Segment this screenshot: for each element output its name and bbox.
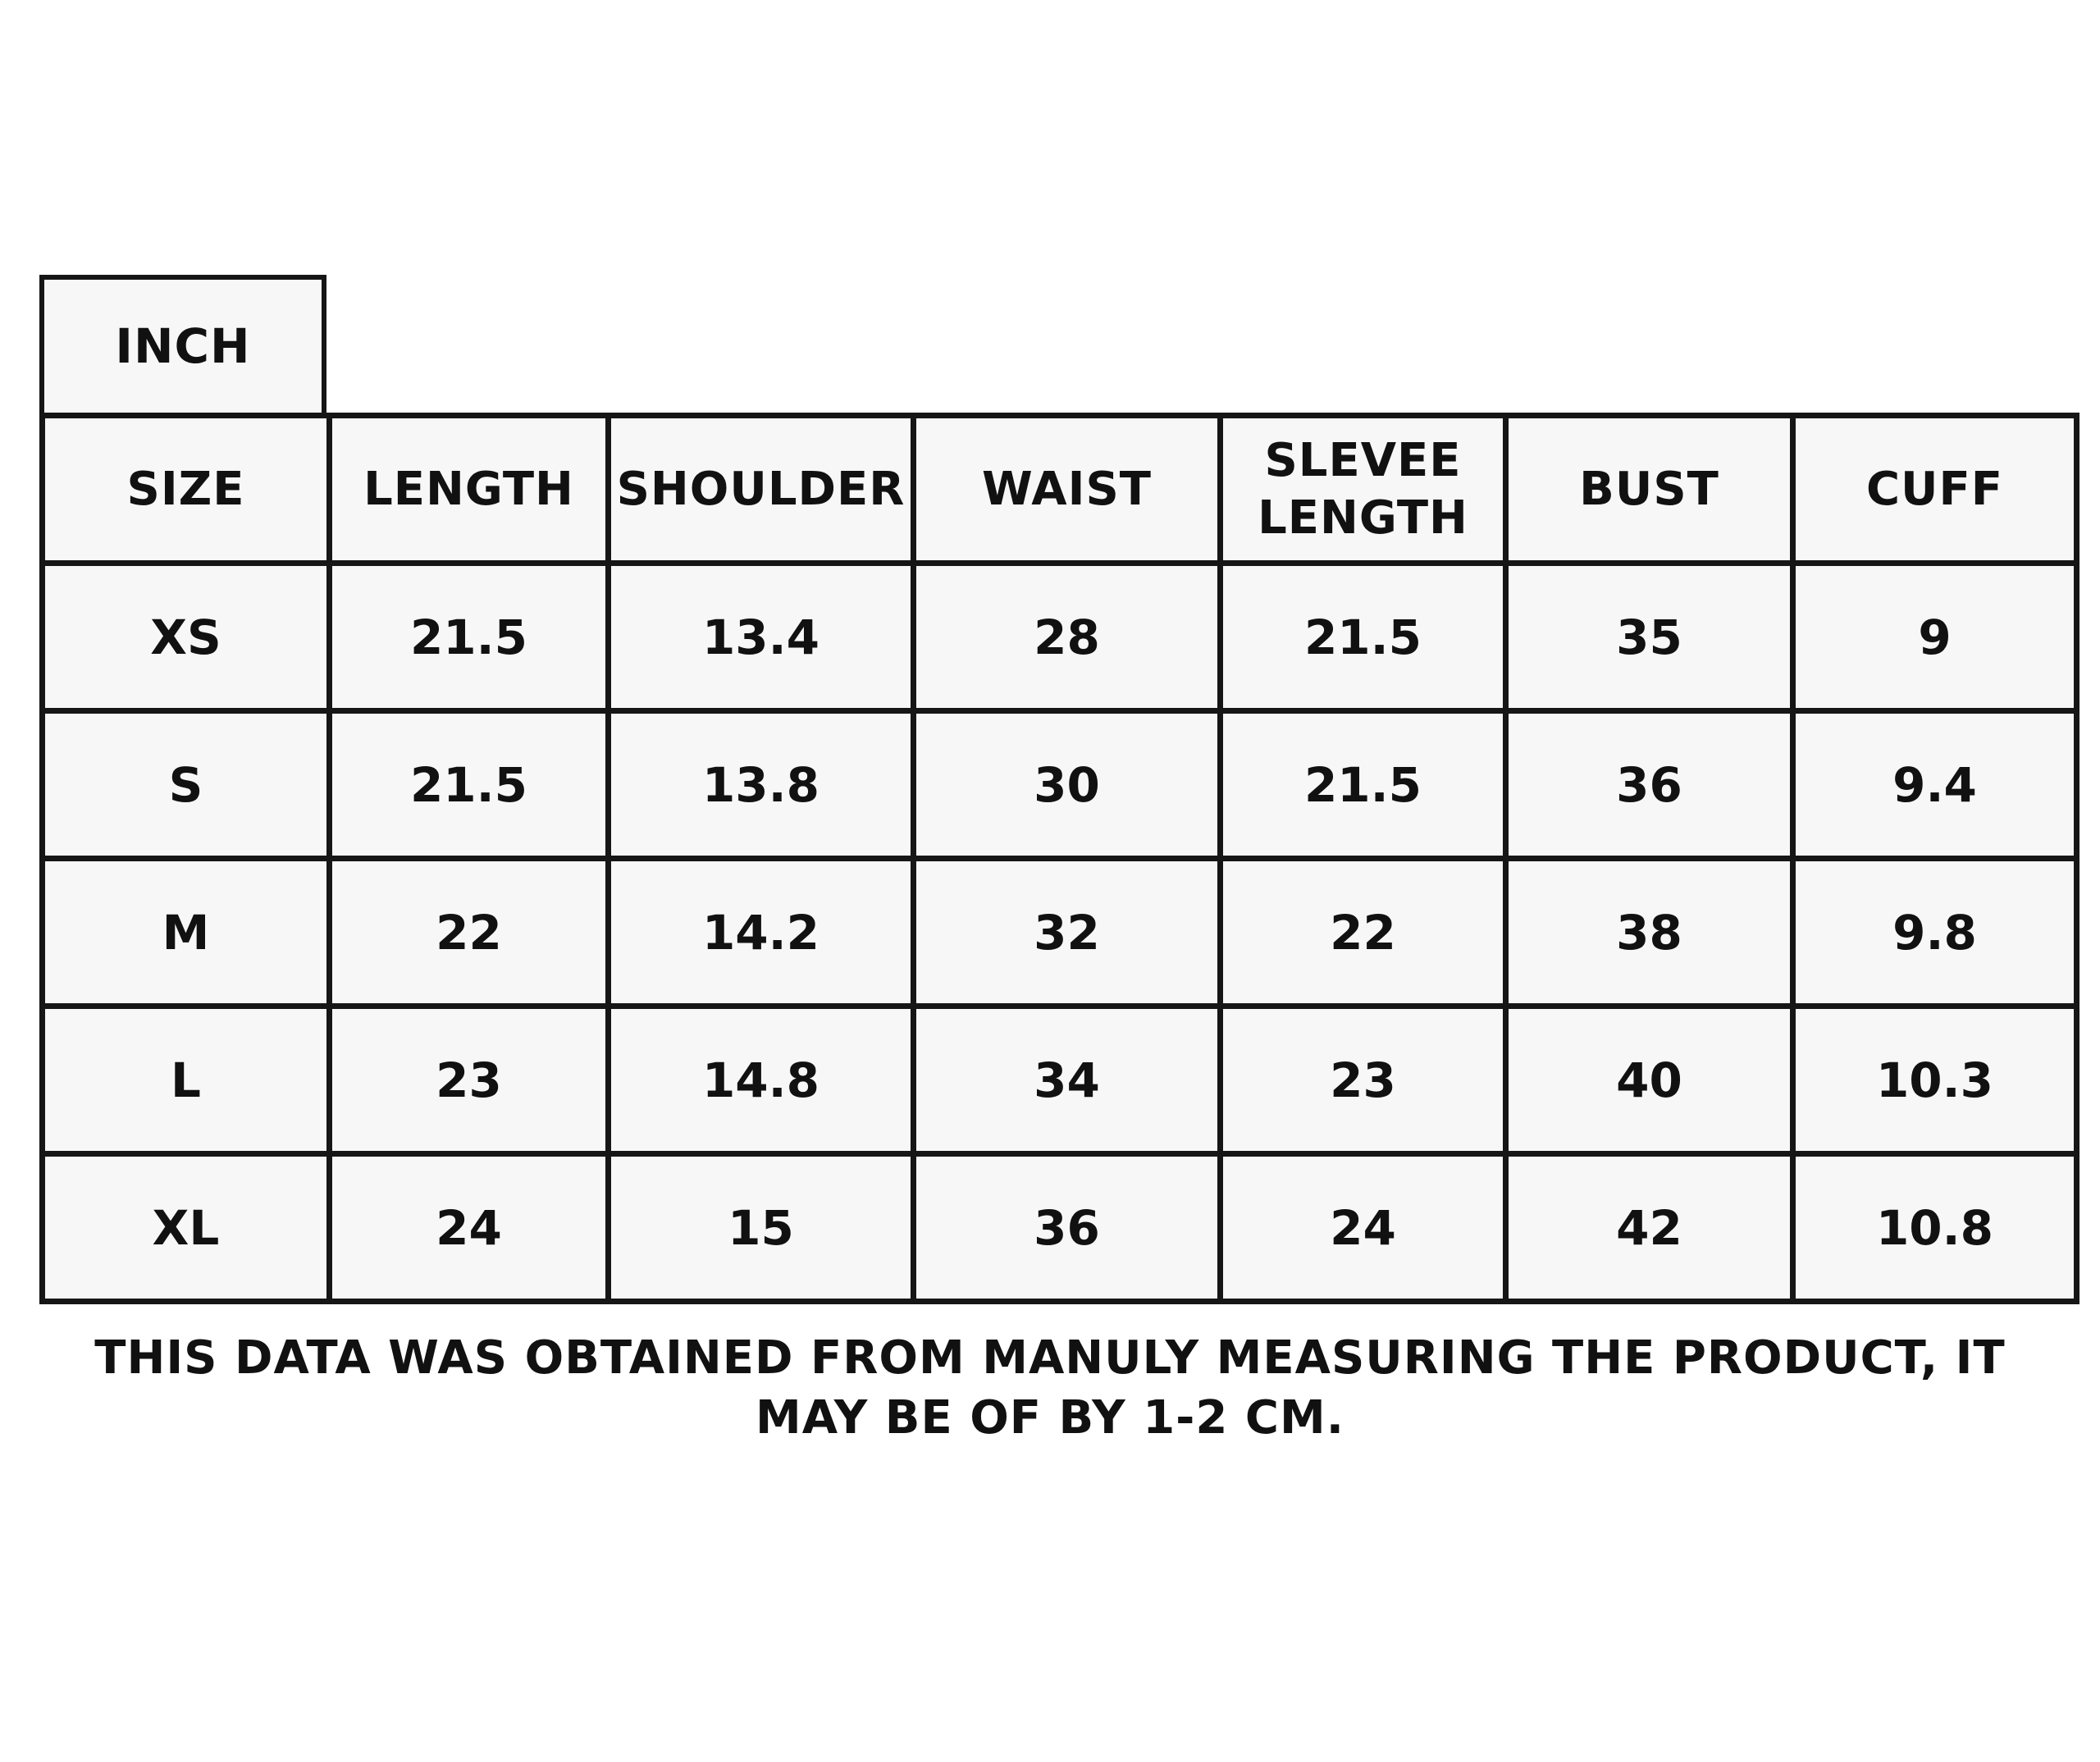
table-cell: 21.5 xyxy=(1217,708,1509,861)
size-chart-table: SIZE LENGTH SHOULDER WAIST SLEVEE LENGTH… xyxy=(39,413,2079,1304)
table-cell: 40 xyxy=(1503,1003,1796,1157)
column-header: WAIST xyxy=(911,413,1223,566)
table-cell: 21.5 xyxy=(1217,560,1509,714)
table-cell: 21.5 xyxy=(326,708,611,861)
table-cell: 22 xyxy=(1217,856,1509,1009)
table-cell: 35 xyxy=(1503,560,1796,714)
table-cell: 10.3 xyxy=(1790,1003,2079,1157)
table-cell: 15 xyxy=(605,1151,916,1304)
table-cell: 10.8 xyxy=(1790,1151,2079,1304)
measurement-disclaimer: THIS DATA WAS OBTAINED FROM MANULY MEASU… xyxy=(94,1331,2006,1445)
table-cell: 22 xyxy=(326,856,611,1009)
table-cell: 24 xyxy=(1217,1151,1509,1304)
table-header-row: SIZE LENGTH SHOULDER WAIST SLEVEE LENGTH… xyxy=(39,413,2079,566)
column-header: SIZE xyxy=(39,413,332,566)
table-cell: 34 xyxy=(911,1003,1223,1157)
table-cell: 23 xyxy=(326,1003,611,1157)
table-cell: 38 xyxy=(1503,856,1796,1009)
table-cell: 14.2 xyxy=(605,856,916,1009)
table-cell: 23 xyxy=(1217,1003,1509,1157)
table-row: XL 24 15 36 24 42 10.8 xyxy=(39,1151,2079,1304)
table-cell: 30 xyxy=(911,708,1223,861)
table-cell: 42 xyxy=(1503,1151,1796,1304)
unit-label: INCH xyxy=(39,275,326,413)
table-row: XS 21.5 13.4 28 21.5 35 9 xyxy=(39,560,2079,714)
table-cell: 9.4 xyxy=(1790,708,2079,861)
table-cell: 14.8 xyxy=(605,1003,916,1157)
table-cell: XS xyxy=(39,560,332,714)
table-cell: 9.8 xyxy=(1790,856,2079,1009)
table-cell: M xyxy=(39,856,332,1009)
table-row: L 23 14.8 34 23 40 10.3 xyxy=(39,1003,2079,1157)
table-cell: 13.4 xyxy=(605,560,916,714)
column-header: BUST xyxy=(1503,413,1796,566)
table-cell: 21.5 xyxy=(326,560,611,714)
column-header: SHOULDER xyxy=(605,413,916,566)
table-cell: 36 xyxy=(911,1151,1223,1304)
table-cell: 36 xyxy=(1503,708,1796,861)
table-cell: 24 xyxy=(326,1151,611,1304)
table-cell: S xyxy=(39,708,332,861)
table-cell: XL xyxy=(39,1151,332,1304)
table-cell: 13.8 xyxy=(605,708,916,861)
column-header: LENGTH xyxy=(326,413,611,566)
table-cell: 32 xyxy=(911,856,1223,1009)
table-cell: L xyxy=(39,1003,332,1157)
column-header: CUFF xyxy=(1790,413,2079,566)
table-cell: 9 xyxy=(1790,560,2079,714)
column-header: SLEVEE LENGTH xyxy=(1217,413,1509,566)
table-cell: 28 xyxy=(911,560,1223,714)
table-row: M 22 14.2 32 22 38 9.8 xyxy=(39,856,2079,1009)
table-row: S 21.5 13.8 30 21.5 36 9.4 xyxy=(39,708,2079,861)
